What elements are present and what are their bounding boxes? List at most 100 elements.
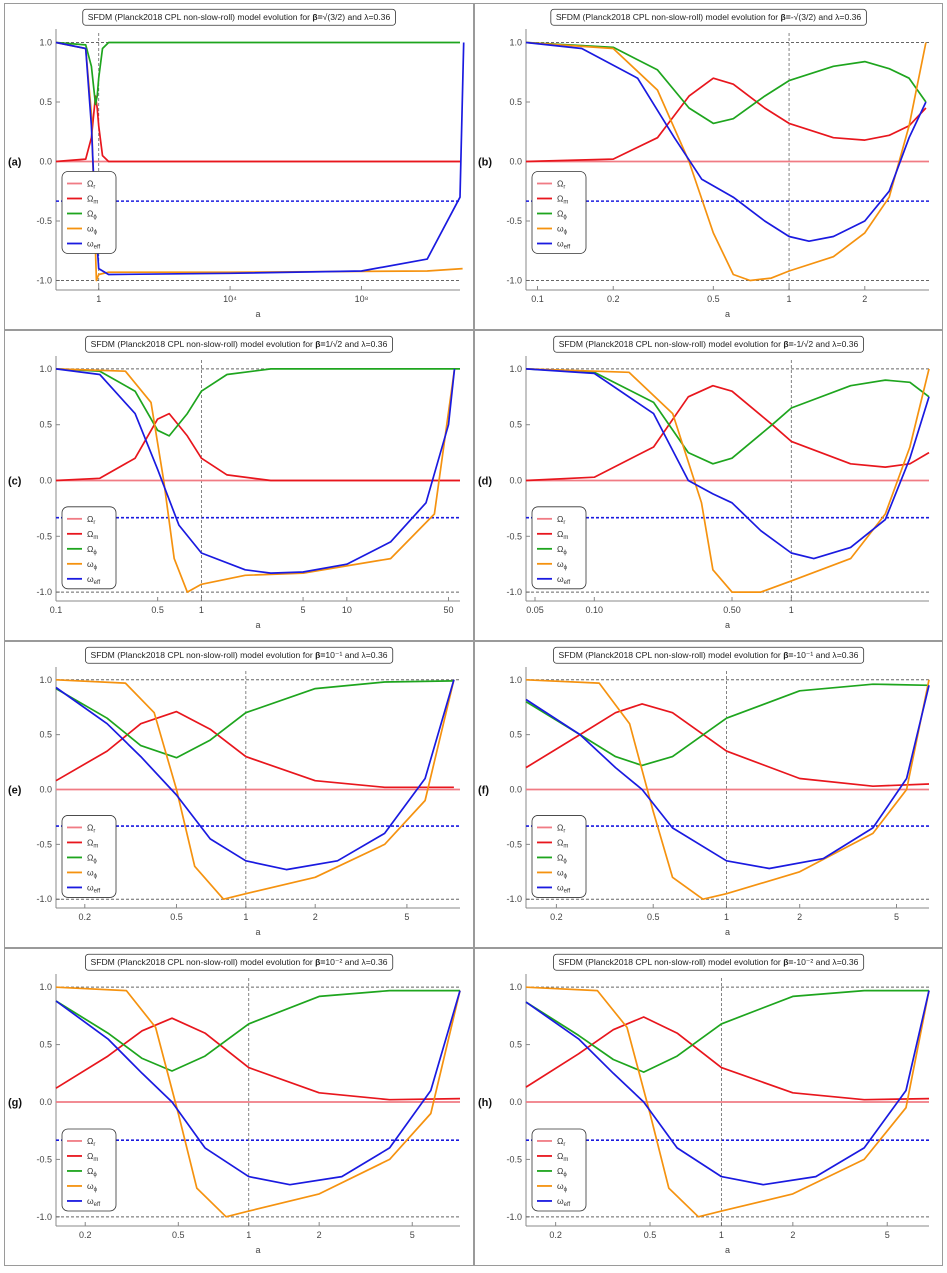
x-tick-label: 0.5	[170, 912, 183, 922]
legend-box	[531, 815, 587, 898]
y-tick-label: 0.5	[509, 1040, 522, 1050]
svg-text:SFDM (Planck2018 CPL non-slow-: SFDM (Planck2018 CPL non-slow-roll) mode…	[559, 957, 859, 967]
x-tick-label: 0.1	[50, 605, 63, 615]
chart-title: SFDM (Planck2018 CPL non-slow-roll) mode…	[85, 646, 394, 664]
legend-entry: Ωm	[87, 194, 98, 206]
x-tick-label: 0.5	[151, 605, 164, 615]
series-omega-phi	[55, 989, 460, 1072]
x-tick-label: 5	[885, 1230, 890, 1240]
series-omega-m	[525, 384, 930, 482]
legend: Ωr Ωm Ωϕ ωϕ ωeff	[531, 506, 587, 590]
chart-title-box	[553, 953, 865, 971]
x-tick-label: 0.5	[172, 1230, 185, 1240]
series-w-eff	[55, 41, 465, 276]
y-tick-label: 0.5	[509, 730, 522, 740]
chart-title-box	[553, 646, 865, 664]
series-w-eff	[55, 679, 455, 871]
legend-entry: Ωr	[557, 822, 565, 834]
series-omega-phi	[525, 41, 927, 125]
x-tick-label: 0.5	[644, 1230, 657, 1240]
legend-box	[531, 506, 587, 590]
series-w-phi	[525, 986, 930, 1218]
legend-entry: ωϕ	[87, 1181, 98, 1193]
y-tick-label: 0.0	[509, 476, 522, 486]
x-axis-label: a	[255, 309, 260, 319]
panel-label: (f)	[478, 785, 489, 797]
x-tick-label: 2	[862, 294, 867, 304]
y-tick-label: 1.0	[39, 38, 52, 48]
panel-b-svg: SFDM (Planck2018 CPL non-slow-roll) mode…	[478, 8, 929, 319]
x-tick-label: 0.2	[79, 1230, 92, 1240]
legend-entry: Ωm	[557, 837, 568, 849]
svg-text:SFDM (Planck2018 CPL non-slow-: SFDM (Planck2018 CPL non-slow-roll) mode…	[91, 339, 388, 349]
x-tick-label: 5	[894, 912, 899, 922]
chart-title-box	[85, 646, 394, 664]
legend-entry: ωϕ	[557, 559, 568, 571]
legend-entry: ωeff	[87, 239, 101, 251]
panel-label: (a)	[8, 157, 22, 169]
svg-text:SFDM (Planck2018 CPL non-slow-: SFDM (Planck2018 CPL non-slow-roll) mode…	[88, 12, 391, 22]
y-tick-label: 1.0	[509, 364, 522, 374]
series-w-phi	[525, 41, 927, 282]
legend-entry: ωϕ	[557, 867, 568, 879]
series-omega-phi	[55, 41, 460, 106]
y-tick-label: -1.0	[506, 275, 522, 285]
x-tick-label: 2	[790, 1230, 795, 1240]
panel-h-svg: SFDM (Planck2018 CPL non-slow-roll) mode…	[478, 953, 930, 1255]
y-tick-label: -1.0	[506, 587, 522, 597]
legend-entry: ωϕ	[87, 867, 98, 879]
x-tick-label: 1	[789, 605, 794, 615]
y-tick-label: -0.5	[36, 839, 52, 849]
chart-title: SFDM (Planck2018 CPL non-slow-roll) mode…	[550, 8, 867, 26]
series-w-eff	[525, 368, 930, 560]
panel-e-svg: SFDM (Planck2018 CPL non-slow-roll) mode…	[8, 646, 460, 937]
svg-text:SFDM (Planck2018 CPL non-slow-: SFDM (Planck2018 CPL non-slow-roll) mode…	[90, 650, 387, 660]
legend-entry: Ωr	[557, 1136, 565, 1148]
chart-title: SFDM (Planck2018 CPL non-slow-roll) mode…	[553, 646, 865, 664]
panel-label: (b)	[478, 157, 492, 169]
legend: Ωr Ωm Ωϕ ωϕ ωeff	[61, 1128, 117, 1212]
legend-entry: ωeff	[87, 882, 101, 894]
x-tick-label: 5	[410, 1230, 415, 1240]
y-tick-label: -1.0	[36, 587, 52, 597]
x-axis-label: a	[255, 927, 260, 937]
legend-entry: ωeff	[87, 1196, 101, 1208]
series-omega-phi	[55, 368, 460, 437]
y-tick-label: -0.5	[506, 1154, 522, 1164]
series-w-eff	[525, 685, 930, 870]
x-tick-label: 1	[243, 912, 248, 922]
x-tick-label: 0.50	[723, 605, 741, 615]
svg-text:SFDM (Planck2018 CPL non-slow-: SFDM (Planck2018 CPL non-slow-roll) mode…	[559, 339, 859, 349]
y-tick-label: -1.0	[506, 894, 522, 904]
y-tick-label: 0.0	[39, 1097, 52, 1107]
series-omega-m	[55, 710, 454, 789]
legend-entry: ωeff	[87, 574, 101, 586]
x-tick-label: 5	[404, 912, 409, 922]
y-tick-label: -1.0	[36, 1212, 52, 1222]
x-axis-label: a	[255, 620, 260, 630]
x-tick-label: 1	[787, 294, 792, 304]
legend-entry: Ωr	[87, 179, 95, 191]
svg-text:SFDM (Planck2018 CPL non-slow-: SFDM (Planck2018 CPL non-slow-roll) mode…	[90, 957, 387, 967]
panel-g-border	[4, 948, 474, 1266]
x-tick-label: 10⁸	[355, 294, 369, 304]
x-tick-label: 0.10	[586, 605, 604, 615]
legend-entry: ωeff	[557, 882, 571, 894]
y-tick-label: 1.0	[39, 675, 52, 685]
x-tick-label: 0.05	[526, 605, 544, 615]
legend-entry: Ωϕ	[87, 1166, 97, 1178]
chart-title-box	[85, 953, 394, 971]
y-tick-label: 0.5	[509, 97, 522, 107]
series-omega-m	[525, 77, 927, 163]
legend-entry: Ωm	[87, 529, 98, 541]
x-tick-label: 1	[246, 1230, 251, 1240]
x-tick-label: 2	[317, 1230, 322, 1240]
y-tick-label: 1.0	[39, 982, 52, 992]
panel-f-border	[474, 641, 943, 948]
legend-entry: ωϕ	[557, 224, 568, 236]
y-tick-label: 0.5	[39, 420, 52, 430]
legend-entry: Ωϕ	[557, 1166, 567, 1178]
y-tick-label: 1.0	[509, 982, 522, 992]
legend-entry: ωϕ	[87, 224, 98, 236]
legend: Ωr Ωm Ωϕ ωϕ ωeff	[61, 815, 117, 898]
